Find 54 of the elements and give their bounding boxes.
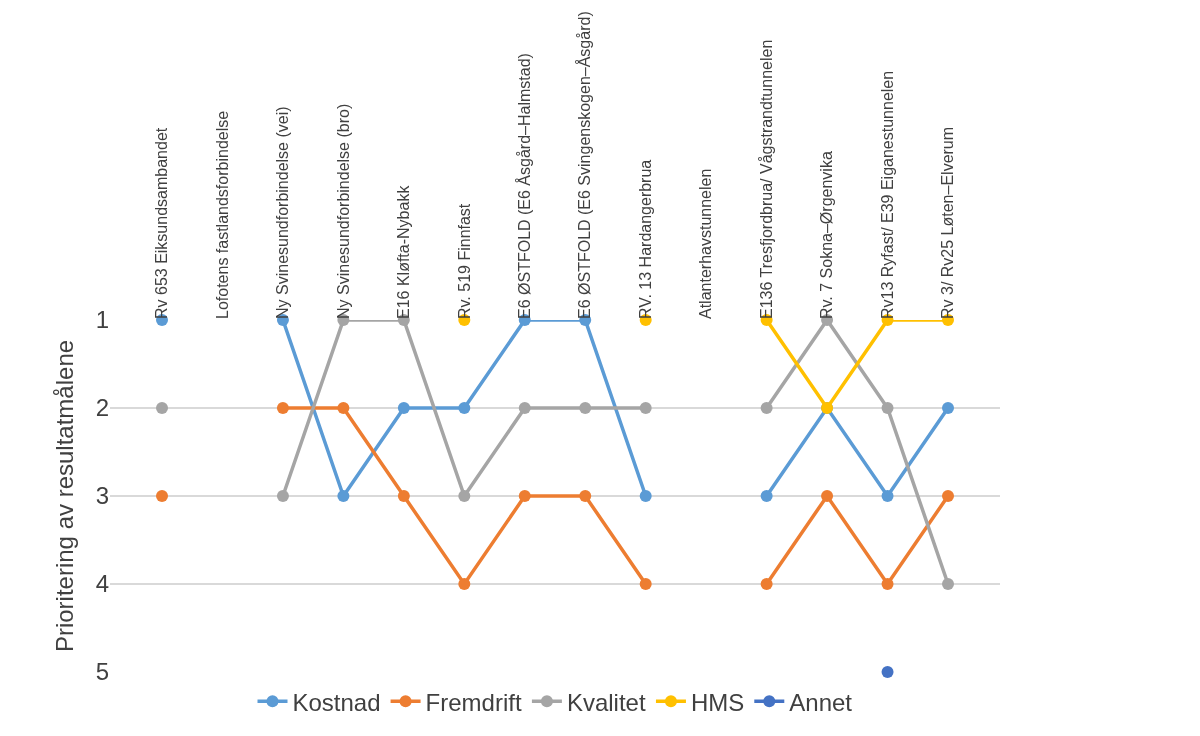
point <box>397 402 410 414</box>
point <box>760 578 773 590</box>
x-tick-label: Ny Svinesundforbindelse (bro) <box>334 103 352 319</box>
point <box>881 402 894 414</box>
point <box>337 490 350 502</box>
x-tick-label: Atlanterhavstunnelen <box>697 168 715 319</box>
y-tick-label: 5 <box>95 658 109 686</box>
x-tick-label: E136 Tresfjordbrua/ Vågstrandtunnelen <box>757 39 775 319</box>
point <box>458 490 471 502</box>
point <box>397 490 410 502</box>
x-tick-label: E6 ØSTFOLD (E6 Svingenskogen–Åsgård) <box>575 11 594 319</box>
x-tick-label: RV. 13 Hardangerbrua <box>636 159 654 319</box>
point <box>881 666 894 678</box>
x-tick-label: Rv. 7 Sokna–Ørgenvika <box>818 151 836 319</box>
legend-label: Kvalitet <box>566 688 646 716</box>
legend-label: Fremdrift <box>425 688 522 716</box>
legend-label: HMS <box>690 688 745 716</box>
point <box>942 578 954 590</box>
point <box>760 402 773 414</box>
point <box>276 402 289 414</box>
y-tick-label: 2 <box>95 394 109 422</box>
x-tick-label: Rv13 Ryfast/ E39 Eiganestunnelen <box>878 70 896 319</box>
point <box>821 490 834 502</box>
x-tick-label: E16 Kløfta-Nybakk <box>395 184 413 319</box>
x-tick-label: Lofotens fastlandsforbindelse <box>213 110 231 319</box>
point <box>518 490 531 502</box>
point <box>881 578 894 590</box>
x-tick-label: Ny Svinesundforbindelse (vei) <box>274 106 292 319</box>
point <box>337 402 350 414</box>
point <box>458 402 471 414</box>
y-axis-title: Prioritering av resultatmålene <box>50 339 78 653</box>
point <box>639 402 652 414</box>
point <box>942 490 954 502</box>
point <box>760 490 773 502</box>
x-tick-label: E6 ØSTFOLD (E6 Åsgård–Halmstad) <box>514 53 533 319</box>
point <box>579 402 592 414</box>
point <box>276 490 289 502</box>
y-tick-label: 3 <box>95 482 109 510</box>
point <box>881 490 894 502</box>
point <box>942 402 954 414</box>
point <box>458 578 471 590</box>
legend-label: Annet <box>789 688 853 716</box>
x-tick-label: Rv. 519 Finnfast <box>455 203 473 319</box>
point <box>639 490 652 502</box>
x-tick-label: Rv 3/ Rv25 Løten–Elverum <box>939 126 957 319</box>
point <box>156 402 168 414</box>
point <box>518 402 531 414</box>
x-tick-label: Rv 653 Eiksundsambandet <box>153 127 171 319</box>
y-tick-label: 1 <box>95 306 109 334</box>
y-tick-label: 4 <box>95 570 109 598</box>
legend-label: Kostnad <box>292 688 381 716</box>
point <box>579 490 592 502</box>
point <box>639 578 652 590</box>
point <box>156 490 168 502</box>
